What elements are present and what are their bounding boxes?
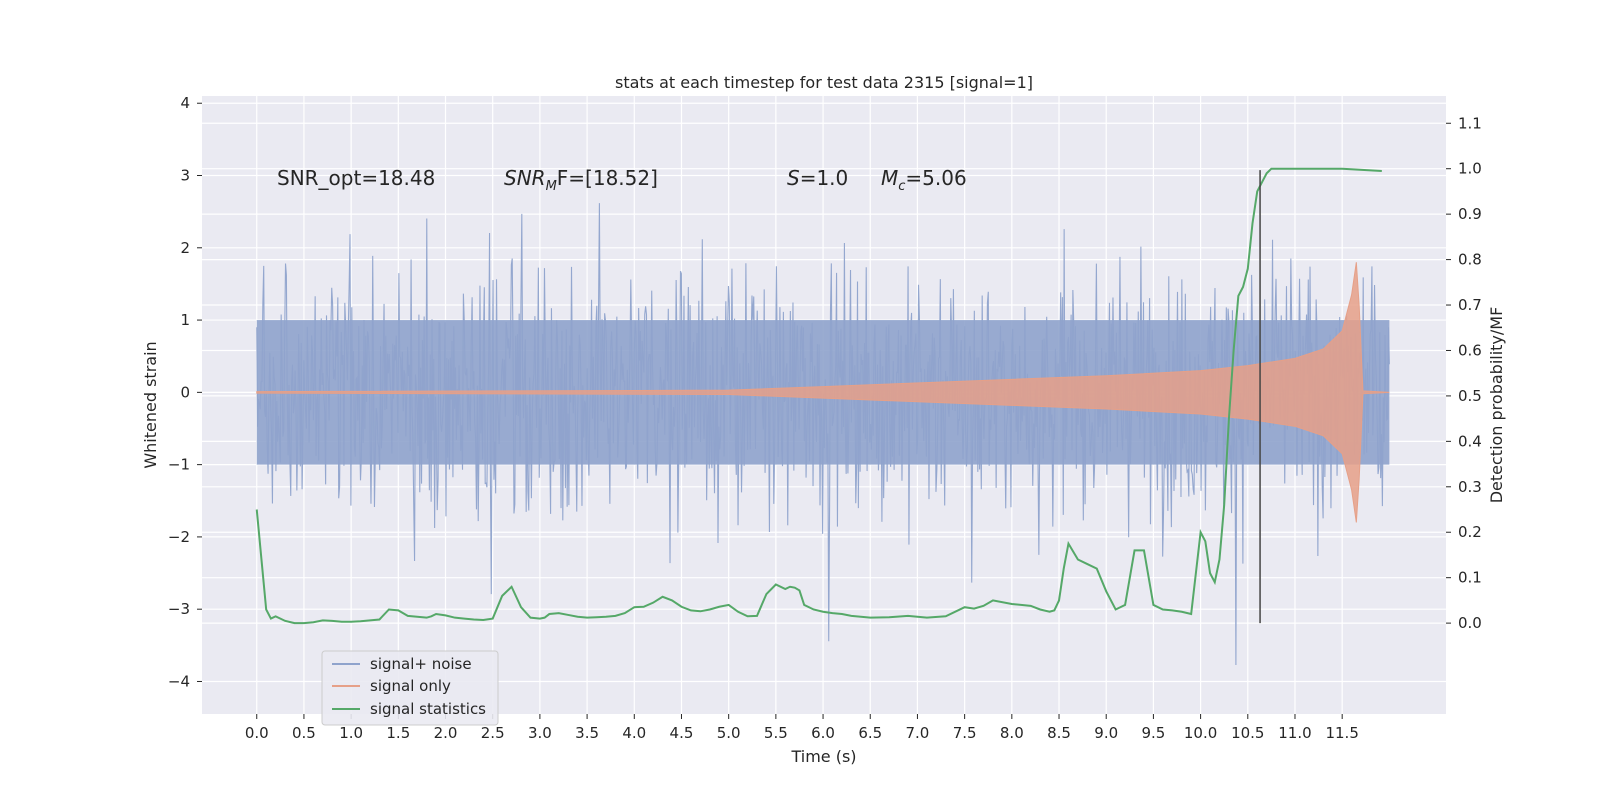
annotation-snr-mf: SNRMF=[18.52] [504, 166, 658, 194]
x-tick-label: 0.0 [245, 724, 269, 742]
y-tick-label: 0 [180, 383, 190, 401]
x-tick-label: 11.0 [1278, 724, 1311, 742]
y-axis-ticks: 4 3 2 1 0 −1 −2 −3 −4 [168, 94, 202, 690]
legend-label-signal-plus-noise: signal+ noise [370, 655, 472, 673]
x-tick-label: 5.0 [717, 724, 741, 742]
y2-tick-label: 1.1 [1458, 114, 1482, 132]
y2-tick-label: 0.9 [1458, 205, 1482, 223]
x-tick-label: 9.0 [1094, 724, 1118, 742]
y2-axis-ticks: 1.1 1.0 0.9 0.8 0.7 0.6 0.5 0.4 0.3 0.2 0.1 0.0 [1446, 114, 1482, 632]
y-tick-label: −1 [168, 456, 190, 474]
x-tick-label: 6.0 [811, 724, 835, 742]
x-tick-label: 9.5 [1141, 724, 1165, 742]
x-tick-label: 4.5 [670, 724, 694, 742]
y2-tick-label: 0.0 [1458, 614, 1482, 632]
x-tick-label: 2.5 [481, 724, 505, 742]
statistics-line [255, 167, 1382, 625]
y2-tick-label: 0.7 [1458, 296, 1482, 314]
x-tick-label: 0.5 [292, 724, 316, 742]
x-tick-label: 3.0 [528, 724, 552, 742]
x-tick-label: 2.0 [434, 724, 458, 742]
x-tick-label: 3.5 [575, 724, 599, 742]
y2-tick-label: 0.4 [1458, 432, 1482, 450]
y2-tick-label: 1.0 [1458, 160, 1482, 178]
x-axis-ticks: 0.0 0.5 1.0 1.5 2.0 2.5 3.0 3.5 4.0 4.5 5.0 5.5 6.0 6… [245, 714, 1359, 742]
legend-box [321, 650, 499, 726]
y-tick-label: 2 [180, 239, 190, 257]
x-tick-label: 10.0 [1184, 724, 1217, 742]
x-tick-label: 7.0 [906, 724, 930, 742]
x-tick-label: 8.5 [1047, 724, 1071, 742]
legend-label-signal-only: signal only [370, 677, 451, 695]
y-tick-label: 1 [180, 311, 190, 329]
y2-tick-label: 0.3 [1458, 478, 1482, 496]
x-tick-label: 8.0 [1000, 724, 1024, 742]
x-tick-label: 7.5 [953, 724, 977, 742]
annotation-mc: Mc=5.06 [881, 166, 967, 194]
y2-tick-label: 0.2 [1458, 523, 1482, 541]
x-tick-label: 10.5 [1231, 724, 1264, 742]
series-signal-only [256, 262, 1390, 523]
x-tick-label: 1.0 [339, 724, 363, 742]
y2-tick-label: 0.6 [1458, 341, 1482, 359]
y-tick-label: 3 [180, 167, 190, 185]
x-tick-label: 4.0 [622, 724, 646, 742]
y-tick-label: −4 [168, 672, 190, 690]
y2-axis-label: Detection probability/MF [1487, 307, 1506, 504]
legend: signal+ noise signal only signal statist… [321, 650, 499, 726]
y2-tick-label: 0.1 [1458, 569, 1482, 587]
x-tick-label: 5.5 [764, 724, 788, 742]
signal-envelope [256, 262, 1390, 523]
x-tick-label: 1.5 [386, 724, 410, 742]
annotation-snr-opt: SNR_opt=18.48 [277, 166, 435, 190]
y-axis-label: Whitened strain [141, 341, 160, 468]
y-tick-label: 4 [180, 94, 190, 112]
legend-label-signal-statistics: signal statistics [370, 700, 486, 718]
y2-tick-label: 0.8 [1458, 251, 1482, 269]
y-tick-label: −3 [168, 600, 190, 618]
x-tick-label: 6.5 [858, 724, 882, 742]
y2-tick-label: 0.5 [1458, 387, 1482, 405]
series-signal-statistics [255, 167, 1382, 625]
x-axis-label: Time (s) [790, 747, 856, 766]
x-tick-label: 11.5 [1325, 724, 1358, 742]
annotation-s: S=1.0 [787, 166, 848, 190]
y-tick-label: −2 [168, 528, 190, 546]
chart-title: stats at each timestep for test data 231… [615, 73, 1033, 92]
